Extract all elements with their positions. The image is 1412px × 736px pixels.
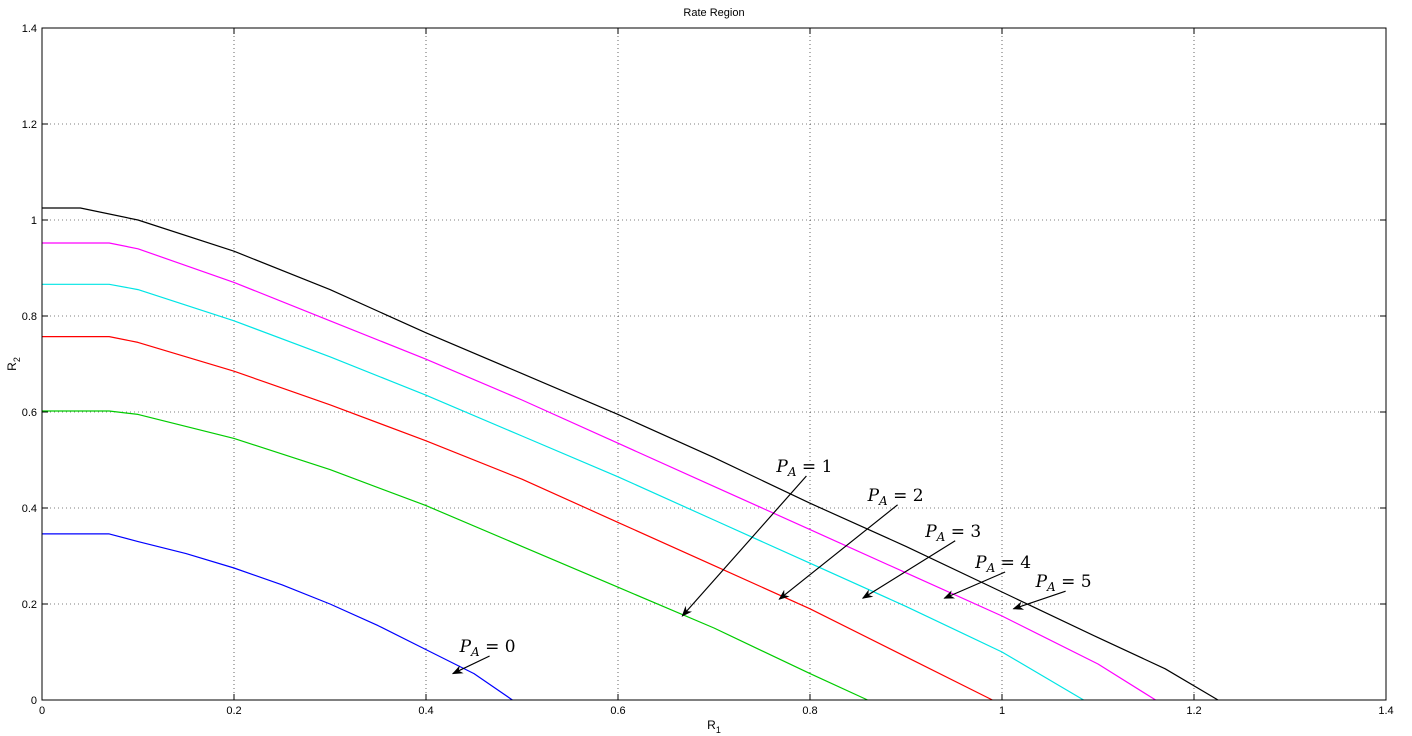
series-group (42, 207, 1219, 701)
annotation-arrow (943, 571, 1006, 599)
axis-ticks: 0 0.2 0.4 0.6 0.8 1 1.2 1.4 0 0.2 0.4 0.6 0.8 1 1.2 1.4 (22, 23, 1394, 717)
x-axis-title: R1 (707, 718, 721, 735)
series-line-4 (42, 242, 1156, 701)
annotations: PA = 0 PA = 1 PA = 2PA = 3 PA = 4PA = 5 (451, 457, 1092, 675)
x-tick-label: 1.4 (1378, 705, 1393, 717)
y-tick-label: 1.2 (22, 119, 37, 131)
y-tick-label: 0.8 (22, 311, 37, 323)
annotation-3: PA = 3 (861, 522, 981, 599)
annotation-label: PA = 2 (867, 486, 924, 508)
annotation-4: PA = 4 (943, 553, 1031, 599)
x-tick-label: 0.8 (802, 705, 817, 717)
x-tick-label: 1.2 (1186, 705, 1201, 717)
plot-frame (41, 27, 1387, 701)
x-tick-label: 0.4 (418, 705, 433, 717)
annotation-arrow (778, 504, 898, 600)
y-tick-label: 0 (31, 695, 37, 707)
annotation-label: PA = 5 (1035, 572, 1092, 594)
x-tick-label: 0.6 (610, 705, 625, 717)
x-tick-label: 0 (39, 705, 45, 717)
annotation-arrow (681, 475, 807, 617)
annotation-1: PA = 1 (681, 457, 832, 617)
annotation-label: PA = 4 (974, 553, 1031, 575)
y-axis-title-sub: 2 (12, 357, 22, 362)
series-line-3 (42, 283, 1084, 701)
x-tick-label: 0.2 (226, 705, 241, 717)
grid (42, 28, 1386, 700)
annotation-5: PA = 5 (1012, 572, 1092, 610)
y-axis-title: R2 (5, 357, 22, 371)
y-tick-label: 1.4 (22, 23, 37, 35)
series-line-5 (42, 207, 1219, 701)
y-axis-title-main: R (5, 362, 19, 371)
x-axis-title-main: R (707, 718, 716, 732)
y-tick-label: 1 (31, 215, 37, 227)
annotation-arrow (1012, 590, 1066, 610)
annotation-0: PA = 0 (451, 637, 516, 675)
annotation-label: PA = 1 (775, 457, 832, 479)
series-line-0 (42, 533, 513, 701)
y-tick-label: 0.4 (22, 503, 37, 515)
y-tick-label: 0.6 (22, 407, 37, 419)
annotation-2: PA = 2 (778, 486, 924, 600)
annotation-label: PA = 0 (459, 637, 516, 659)
x-axis-title-sub: 1 (716, 725, 721, 735)
series-line-1 (42, 410, 868, 701)
x-tick-label: 1 (999, 705, 1005, 717)
y-tick-label: 0.2 (22, 599, 37, 611)
annotation-label: PA = 3 (924, 522, 981, 544)
annotation-arrow (861, 540, 956, 599)
annotation-arrow (451, 655, 490, 675)
chart-title: Rate Region (683, 7, 744, 19)
series-line-2 (42, 336, 993, 701)
